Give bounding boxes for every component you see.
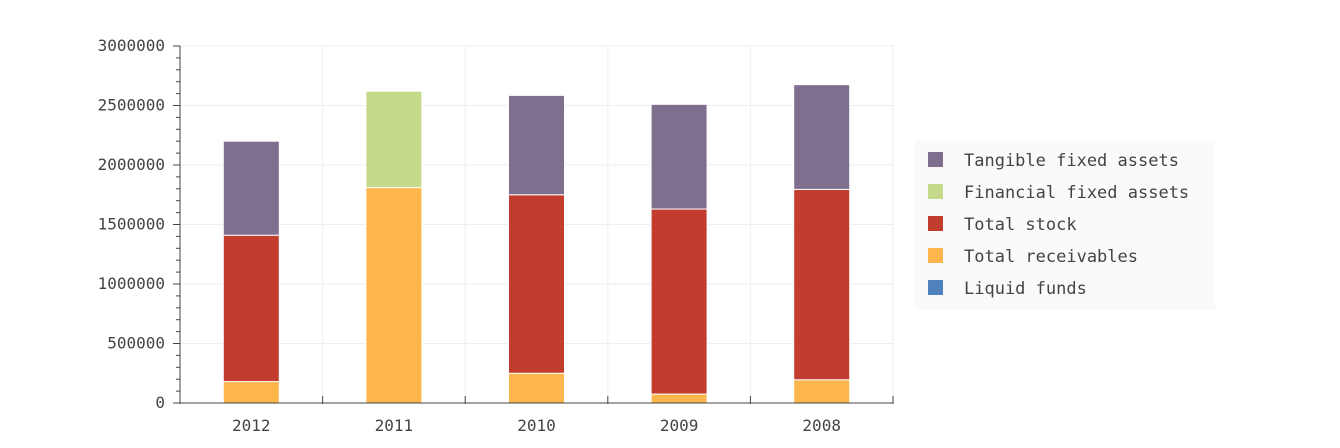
legend-label: Total stock	[964, 215, 1077, 235]
axes	[173, 45, 894, 404]
legend: Tangible fixed assets Financial fixed ass…	[915, 140, 1215, 310]
x-tick-label: 2008	[802, 416, 841, 435]
y-tick-label: 0	[155, 393, 165, 412]
bar-segment	[793, 379, 851, 404]
x-axis-ticks: 2012 2011 2010 2009 2008	[232, 416, 841, 435]
x-tick-label: 2012	[232, 416, 271, 435]
legend-swatch	[928, 216, 943, 231]
bars	[222, 84, 851, 404]
y-tick-label: 2000000	[98, 155, 165, 174]
bar-segment	[508, 94, 565, 196]
bar-segment	[365, 187, 423, 404]
legend-swatch	[928, 152, 943, 167]
x-tick-label: 2009	[660, 416, 699, 435]
bar-segment	[508, 194, 565, 374]
bar-segment	[222, 234, 280, 383]
bar-segment	[365, 90, 423, 189]
bar-segment	[650, 208, 708, 395]
x-tick-label: 2010	[517, 416, 556, 435]
legend-background	[915, 140, 1215, 310]
y-tick-label: 1000000	[98, 274, 165, 293]
bar-segment	[508, 372, 565, 404]
y-tick-label: 3000000	[98, 36, 165, 55]
legend-swatch	[928, 248, 943, 263]
bar-segment	[650, 393, 708, 404]
legend-label: Tangible fixed assets	[964, 151, 1179, 171]
y-tick-label: 2500000	[98, 96, 165, 115]
bar-segment	[222, 140, 280, 236]
y-axis-ticks: 0 500000 1000000 1500000 2000000 2500000 30000…	[98, 36, 165, 412]
bar-segment	[793, 188, 851, 381]
legend-swatch	[928, 184, 943, 199]
legend-label: Total receivables	[964, 247, 1138, 267]
x-tick-label: 2011	[375, 416, 414, 435]
y-tick-label: 500000	[107, 334, 165, 353]
legend-swatch	[928, 280, 943, 295]
bar-segment	[222, 381, 280, 404]
bar-segment	[650, 103, 708, 210]
bar-segment	[793, 84, 851, 190]
y-tick-label: 1500000	[98, 215, 165, 234]
legend-label: Liquid funds	[964, 279, 1087, 299]
legend-label: Financial fixed assets	[964, 183, 1189, 203]
